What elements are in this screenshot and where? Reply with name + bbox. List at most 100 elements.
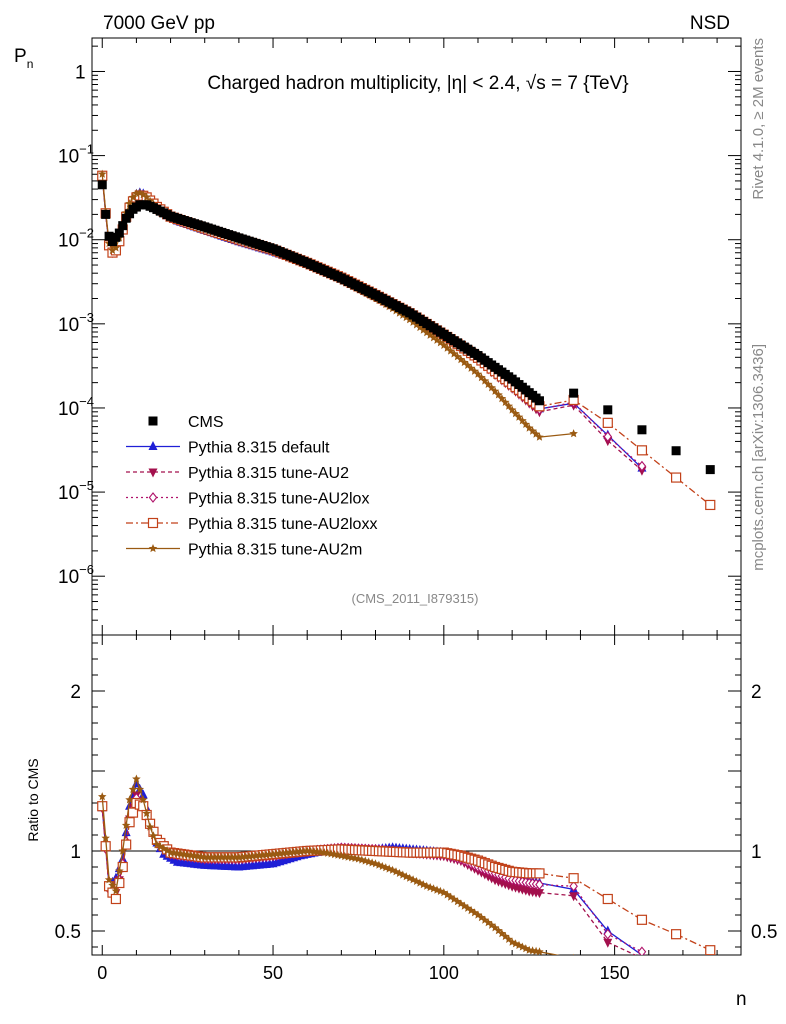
ratio-series-point (602, 893, 613, 905)
top-series-point (477, 373, 486, 382)
legend-entry-1: CMS (148, 414, 224, 431)
ratio-series-point (135, 784, 145, 793)
ratio-series-point (384, 864, 394, 873)
ratio-series-point (108, 880, 117, 889)
top-series-point (507, 405, 517, 414)
ratio-y-tick-label-right: 2 (751, 682, 762, 703)
ratio-series-point (121, 839, 132, 850)
ratio-series-point (568, 873, 579, 884)
cms-point (671, 446, 681, 456)
cms-point (603, 405, 613, 415)
y-axis-label-ratio: Ratio to CMS (25, 758, 41, 841)
ratio-series-point (569, 892, 579, 902)
ratio-series-point (149, 831, 158, 840)
ratio-series-point (255, 851, 264, 860)
ratio-series-5 (98, 774, 575, 955)
top-series-point (504, 401, 513, 410)
top-y-tick-label: 10−1 (58, 142, 94, 168)
x-tick-label: 50 (263, 963, 283, 983)
ratio-series-point (636, 914, 648, 925)
top-series-point (108, 245, 117, 255)
ratio-series-point (138, 801, 149, 812)
ratio-series-point (128, 784, 138, 793)
ratio-series-point (497, 929, 507, 938)
ratio-series-point (534, 889, 544, 899)
rivet-side-label: Rivet 4.1.0, ≥ 2M events (750, 38, 767, 200)
cms-point (534, 396, 544, 406)
top-y-tick-label: 10−6 (58, 562, 94, 588)
top-series-point (98, 169, 107, 178)
ratio-series-point (217, 852, 227, 861)
top-y-tick-label: 1 (75, 62, 86, 83)
top-series-point (535, 432, 544, 441)
ratio-series-point (603, 938, 613, 948)
ratio-series-point (124, 817, 135, 828)
ratio-y-tick-label-right: 0.5 (751, 922, 777, 943)
energy-label: 7000 GeV pp (103, 13, 215, 34)
ratio-series-point (114, 877, 125, 889)
ratio-series-point (145, 822, 155, 831)
legend-marker (148, 416, 158, 426)
ratio-series-point (111, 886, 121, 895)
legend-marker (147, 517, 159, 529)
top-series-point (637, 460, 647, 472)
ratio-series-point (282, 848, 291, 857)
top-series-point (484, 379, 493, 388)
ratio-series-point (477, 913, 486, 922)
ratio-series-point (238, 852, 247, 861)
ratio-series-point (514, 940, 524, 949)
legend-entry-3: Pythia 8.315 tune-AU2 (126, 465, 349, 482)
legend-entry-2: Pythia 8.315 default (126, 440, 330, 457)
top-series-point (408, 317, 418, 326)
top-y-tick-label: 10−2 (58, 226, 94, 252)
ratio-series-point (473, 910, 483, 919)
cms-point (637, 425, 647, 435)
top-series-point (128, 192, 138, 201)
top-y-tick-label: 10−4 (58, 394, 94, 420)
ratio-series-point (412, 876, 421, 885)
x-tick-label: 150 (600, 963, 630, 983)
ratio-y-tick-label: 0.5 (55, 922, 81, 943)
ratio-series-point (603, 928, 613, 940)
cms-point (101, 209, 111, 219)
legend-label: Pythia 8.315 tune-AU2 (188, 465, 349, 482)
ratio-series-3 (97, 792, 647, 955)
mcplots-side-label: mcplots.cern.ch [arXiv:1306.3436] (750, 344, 767, 571)
ratio-series-point (214, 852, 223, 861)
ratio-series-point (115, 866, 124, 875)
cms-point (104, 231, 114, 241)
top-series-point (487, 383, 496, 392)
ratio-series-point (138, 789, 148, 799)
ratio-series-point (98, 792, 107, 801)
cms-point (569, 388, 579, 398)
legend-label: Pythia 8.315 default (188, 440, 330, 457)
top-series-point (453, 352, 462, 361)
top-series-cms (97, 180, 715, 475)
top-series-point (521, 419, 531, 428)
top-series-point (705, 499, 716, 511)
top-series-point (514, 412, 524, 421)
x-axis-label: n (736, 989, 747, 1010)
top-series-point (432, 335, 442, 344)
legend: CMS Pythia 8.315 default Pythia 8.315 tune… (126, 414, 377, 559)
ratio-series-point (637, 954, 647, 955)
top-series-point (511, 409, 520, 418)
x-tick-label: 0 (97, 963, 107, 983)
ratio-series-2 (97, 791, 647, 955)
ratio-series-point (670, 929, 682, 940)
top-series-point (142, 192, 151, 201)
process-label: NSD (690, 13, 730, 34)
legend-marker (148, 544, 158, 553)
ratio-series-point (429, 884, 438, 893)
ratio-series-point (573, 953, 575, 955)
ratio-series-point (494, 926, 503, 935)
ratio-series-point (534, 868, 545, 879)
ratio-panel (91, 634, 742, 956)
top-series-point (490, 386, 500, 395)
ratio-frame (91, 634, 742, 956)
top-series-point (603, 431, 613, 443)
cms-point (114, 228, 124, 238)
ratio-series-point (449, 894, 459, 903)
top-series-point (412, 320, 421, 329)
ratio-series-point (408, 875, 418, 884)
